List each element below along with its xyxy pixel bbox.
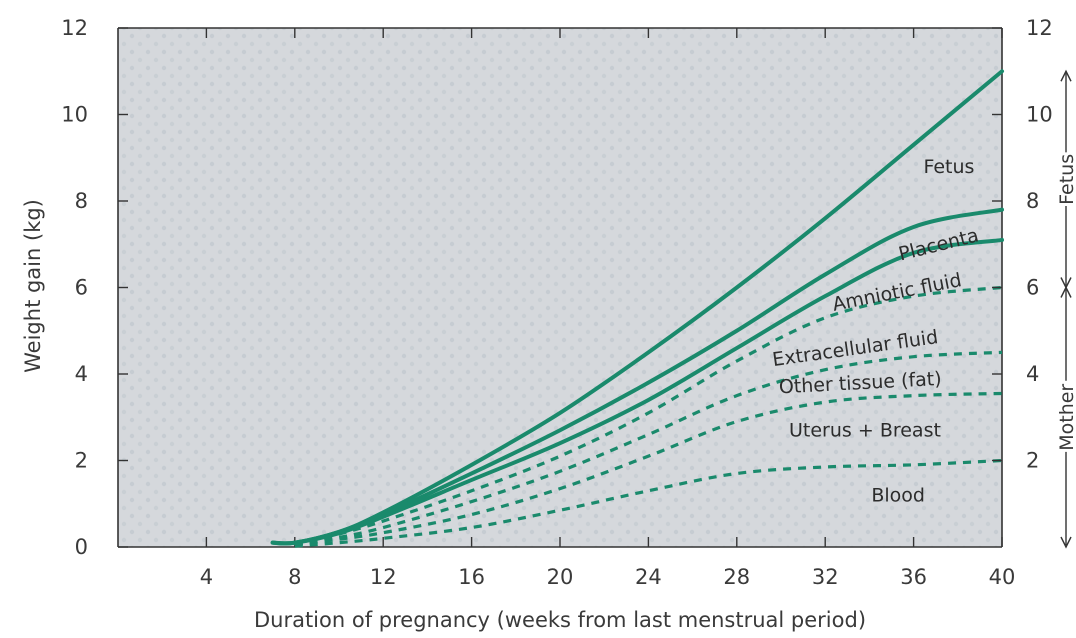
- series-line-other-tissue-fat: [294, 350, 1003, 547]
- x-tick-label: 12: [370, 565, 397, 589]
- fetus-bracket-label-bg: Fetus: [1056, 154, 1076, 205]
- fetus-bracket-arrow-top: [1060, 69, 1072, 82]
- mother-bracket-arrow-bottom: [1060, 536, 1072, 549]
- right-y-tick-label: 4: [1026, 362, 1039, 386]
- series-label-uterus-breast: Uterus + Breast: [789, 420, 941, 442]
- x-tick-label: 8: [288, 565, 301, 589]
- series-lines: [270, 69, 1004, 548]
- y-tick-label: 12: [61, 16, 88, 40]
- series-label-fetus: Fetus: [923, 156, 974, 178]
- series-label-blood: Blood: [871, 485, 925, 507]
- mother-bracket-label: Mother: [1056, 384, 1076, 451]
- x-tick-label: 40: [989, 565, 1016, 589]
- x-tick-label: 28: [723, 565, 750, 589]
- y-tick-label: 6: [75, 276, 88, 300]
- right-y-tick-label: 12: [1026, 16, 1053, 40]
- right-y-tick-label: 8: [1026, 189, 1039, 213]
- mother-bracket-arrow-top: [1060, 285, 1072, 298]
- series-line-uterus-breast: [294, 391, 1003, 547]
- y-axis-title: Weight gain (kg): [21, 199, 45, 373]
- y-tick-label: 8: [75, 189, 88, 213]
- series-line-blood: [294, 458, 1003, 548]
- right-y-tick-label: 2: [1026, 449, 1039, 473]
- x-tick-label: 36: [900, 565, 927, 589]
- x-tick-label: 24: [635, 565, 662, 589]
- y-tick-label: 0: [75, 535, 88, 559]
- x-tick-label: 16: [458, 565, 485, 589]
- mother-bracket-label-bg: Mother: [1056, 384, 1076, 451]
- series-line-extracellular-fluid: [294, 285, 1003, 547]
- right-y-tick-label: 10: [1026, 103, 1053, 127]
- x-tick-label: 4: [200, 565, 213, 589]
- y-tick-label: 4: [75, 362, 88, 386]
- x-axis-title: Duration of pregnancy (weeks from last m…: [254, 608, 866, 632]
- y-tick-label: 2: [75, 449, 88, 473]
- y-tick-label: 10: [61, 103, 88, 127]
- plot-background: [118, 28, 1002, 547]
- fetus-bracket-label: Fetus: [1056, 154, 1076, 205]
- x-tick-label: 32: [812, 565, 839, 589]
- right-y-tick-label: 6: [1026, 276, 1039, 300]
- x-tick-label: 20: [547, 565, 574, 589]
